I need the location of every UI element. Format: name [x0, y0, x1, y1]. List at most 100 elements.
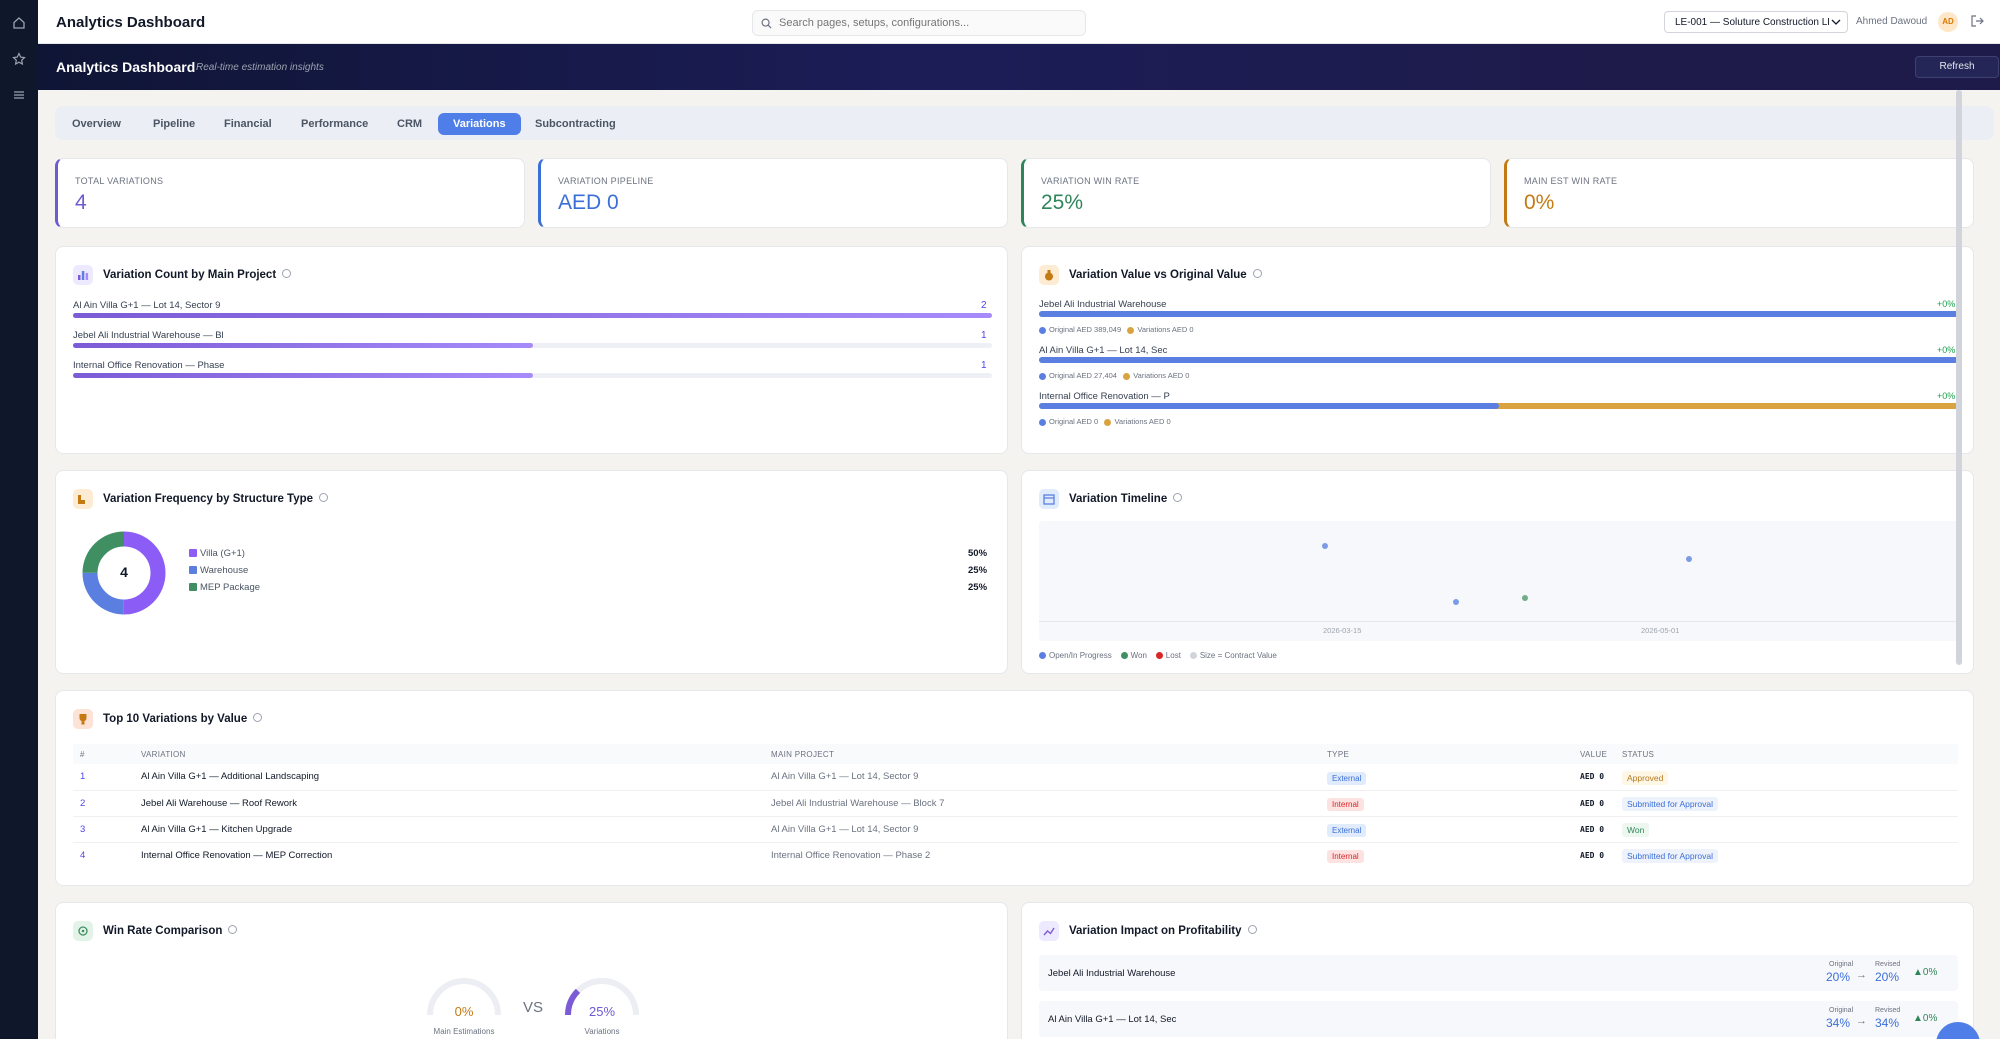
timeline-point[interactable] [1322, 543, 1328, 549]
info-icon[interactable] [319, 493, 329, 503]
tab-subcontracting[interactable]: Subcontracting [535, 118, 616, 130]
variation-name: Al Ain Villa G+1 — Additional Landscapin… [141, 771, 320, 783]
revised-margin: 34% [1875, 1016, 1900, 1030]
star-icon[interactable] [0, 44, 38, 74]
info-icon[interactable] [1252, 269, 1262, 279]
count-row-track [73, 343, 992, 348]
status-badge: Approved [1622, 770, 1669, 785]
legend-label: Villa (G+1) [200, 548, 245, 559]
tab-pipeline[interactable]: Pipeline [153, 118, 196, 130]
kpi-label: MAIN EST WIN RATE [1524, 176, 1618, 186]
table-row[interactable]: 2 Jebel Ali Warehouse — Roof Rework Jebe… [73, 790, 1958, 816]
scrollbar[interactable] [1956, 90, 1962, 665]
donut-slice-mep[interactable] [82, 531, 166, 615]
tab-overview[interactable]: Overview [72, 118, 121, 130]
tab-crm[interactable]: CRM [397, 118, 423, 130]
original-label: Original [1829, 961, 1854, 968]
status-badge: Submitted for Approval [1622, 797, 1718, 811]
row-number: 3 [80, 823, 86, 835]
bar-chart-icon [73, 265, 93, 285]
value-cell: AED 0 [1580, 798, 1605, 808]
column-header: VALUE [1580, 749, 1608, 759]
kpi-main-est-win-rate: MAIN EST WIN RATE 0% [1504, 158, 1974, 228]
impact-card: Variation Impact on Profitability Jebel … [1021, 902, 1974, 1039]
legend-pct: 25% [968, 582, 988, 593]
kpi-value: 0% [1524, 191, 1555, 214]
value-cell: AED 0 [1580, 850, 1605, 860]
count-row-fill [73, 373, 533, 378]
variation-name: Jebel Ali Warehouse — Roof Rework [141, 797, 297, 809]
info-icon[interactable] [282, 269, 292, 279]
donut-slice-warehouse[interactable] [82, 531, 166, 615]
chat-fab-button[interactable] [1936, 1022, 1980, 1039]
side-rail [0, 0, 38, 1039]
table-row[interactable]: 4 Internal Office Renovation — MEP Corre… [73, 842, 1958, 868]
menu-icon[interactable] [0, 80, 38, 110]
info-icon[interactable] [1173, 493, 1183, 503]
top-variations-card: Top 10 Variations by Value # VARIATION M… [55, 690, 1974, 886]
main-project: Al Ain Villa G+1 — Lot 14, Sector 9 [771, 771, 919, 783]
calendar-icon [1039, 489, 1059, 509]
legend-swatch [189, 566, 197, 575]
tab-variations[interactable]: Variations [438, 113, 521, 135]
gauge-variations [565, 978, 639, 1016]
original-dot [1039, 418, 1046, 426]
avatar[interactable]: AD [1938, 12, 1958, 32]
card-title: Variation Impact on Profitability [1069, 925, 1242, 937]
search-box[interactable] [752, 10, 1086, 36]
impact-project: Al Ain Villa G+1 — Lot 14, Sec [1048, 1014, 1177, 1025]
margin-delta: ▲0% [1913, 1013, 1938, 1024]
tab-financial[interactable]: Financial [224, 118, 272, 130]
donut-center-value: 4 [120, 564, 128, 580]
main-project: Al Ain Villa G+1 — Lot 14, Sector 9 [771, 823, 919, 835]
legend-label: Size = Contract Value [1199, 651, 1277, 660]
value-row-label: Internal Office Renovation — P [1039, 391, 1170, 402]
value-row-track [1039, 311, 1958, 317]
variation-timeline-card: Variation Timeline 2026-03-15 2026-05-01… [1021, 470, 1974, 674]
logout-icon[interactable] [1970, 14, 1984, 28]
trend-chart-icon [1039, 921, 1059, 941]
value-row-variations: Variations AED 0 [1114, 417, 1171, 426]
variation-frequency-card: Variation Frequency by Structure Type 4 … [55, 470, 1008, 674]
chevron-down-icon [1829, 15, 1843, 29]
kpi-label: VARIATION PIPELINE [558, 176, 654, 186]
info-icon[interactable] [1247, 925, 1257, 935]
table-row[interactable]: 1 Al Ain Villa G+1 — Additional Landscap… [73, 764, 1958, 790]
arrow-right-icon: → [1856, 1015, 1867, 1027]
refresh-button[interactable]: Refresh [1915, 56, 1999, 78]
count-row-value: 1 [981, 330, 987, 341]
kpi-label: VARIATION WIN RATE [1041, 176, 1140, 186]
legend-swatch [189, 549, 197, 558]
search-input[interactable] [779, 15, 1079, 31]
info-icon[interactable] [253, 713, 263, 723]
gauge-label: Main Estimations [433, 1027, 495, 1036]
legend-dot [1039, 652, 1046, 660]
gauge-label: Variations [584, 1027, 620, 1036]
column-header: VARIATION [141, 749, 186, 759]
legend-label: MEP Package [200, 582, 261, 593]
kpi-variation-pipeline: VARIATION PIPELINE AED 0 [538, 158, 1008, 228]
table-row[interactable]: 3 Al Ain Villa G+1 — Kitchen Upgrade Al … [73, 816, 1958, 842]
legend-label: Lost [1165, 651, 1181, 660]
value-row-original-fill [1039, 403, 1499, 409]
impact-row[interactable]: Al Ain Villa G+1 — Lot 14, Sec Original … [1039, 1001, 1958, 1037]
company-select[interactable]: LE-001 — Soluture Construction LLC [1664, 11, 1848, 33]
timeline-point[interactable] [1522, 595, 1528, 601]
tab-performance[interactable]: Performance [301, 118, 369, 130]
app-title: Analytics Dashboard [56, 14, 206, 31]
value-cell: AED 0 [1580, 772, 1605, 782]
count-row-track [73, 373, 992, 378]
search-icon [761, 18, 772, 29]
info-icon[interactable] [228, 925, 238, 935]
impact-row[interactable]: Jebel Ali Industrial Warehouse Original … [1039, 955, 1958, 991]
value-row-pct: +0% [1937, 391, 1956, 401]
arrow-right-icon: → [1856, 969, 1867, 981]
revised-margin: 20% [1875, 970, 1900, 984]
timeline-point[interactable] [1686, 556, 1692, 562]
timeline-point[interactable] [1453, 599, 1459, 605]
impact-project: Jebel Ali Industrial Warehouse [1048, 968, 1176, 979]
legend-label: Warehouse [200, 565, 249, 576]
home-icon[interactable] [0, 8, 38, 38]
value-row-label: Jebel Ali Industrial Warehouse [1039, 299, 1167, 310]
variations-table: # VARIATION MAIN PROJECT TYPE VALUE STAT… [73, 744, 1958, 868]
